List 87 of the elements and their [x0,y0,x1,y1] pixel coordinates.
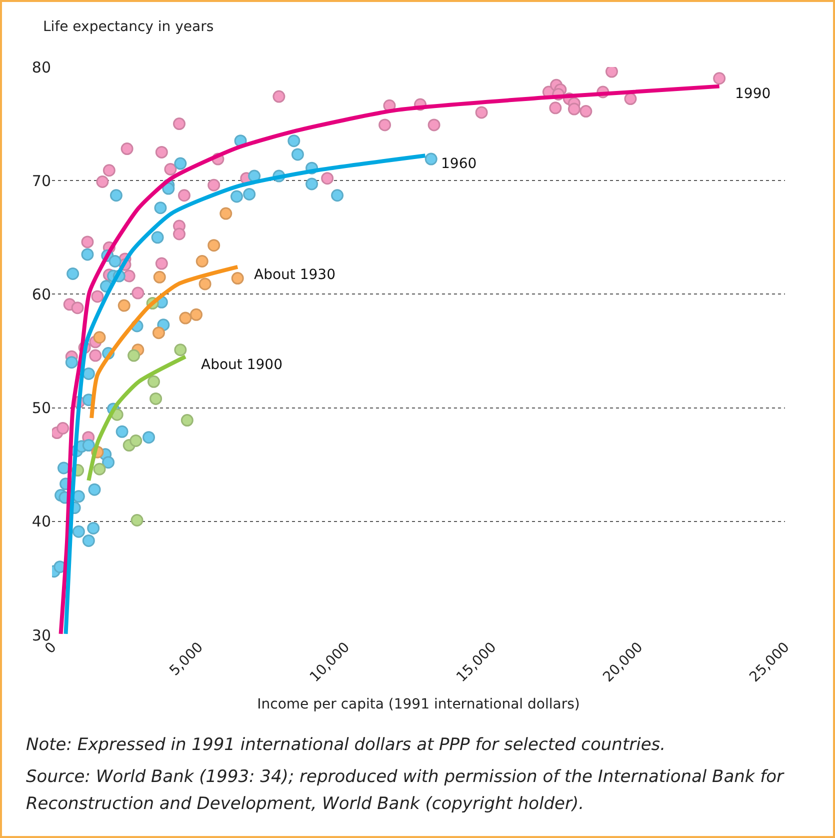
point [147,375,160,388]
point [173,228,186,240]
text: Note: Expressed in 1991 international dollars at PPP for selected countries. [26,734,667,757]
point [152,326,165,340]
point [82,367,95,380]
point [130,514,144,527]
point [331,189,344,202]
point [624,92,637,106]
point [190,308,202,321]
point [378,118,392,132]
point [96,175,109,188]
point [198,278,212,290]
point [306,178,318,190]
point [179,312,192,324]
point [475,106,488,119]
point [81,248,94,261]
point [110,189,122,202]
point [102,456,115,469]
point [605,67,618,78]
point [66,268,80,280]
point [120,142,134,156]
point [93,462,106,476]
point [93,331,106,344]
point [243,188,256,200]
point [82,534,95,547]
point [132,286,144,300]
point [162,182,175,195]
point [208,178,220,192]
point [57,462,70,474]
point [272,90,286,103]
point [154,202,167,214]
point [153,270,166,284]
y-tick-label: 50 [32,399,51,418]
point [428,118,440,132]
line-series [90,264,240,420]
point [155,257,168,270]
point [130,434,142,447]
point [89,349,102,362]
point [91,290,104,303]
point [174,344,187,356]
source-note: Source: World Bank (1993: 34); reproduced with permission of the International Bank for Reconstruction and Development, World Bank (copyright holder). [26,766,786,816]
point [150,392,162,405]
point [116,425,128,438]
point [71,302,84,314]
point [180,414,194,427]
point [65,356,78,369]
point [72,525,85,538]
point [208,239,220,252]
point [580,105,592,118]
point [321,172,334,185]
point [178,189,190,202]
point [142,431,156,444]
y-tick-label: 70 [32,172,51,190]
point [82,439,95,452]
point [288,134,300,148]
point [196,255,208,268]
line-series [58,84,722,635]
y-tick-label: 80 [32,58,51,76]
point [128,349,140,362]
point [713,72,726,85]
point [291,148,304,161]
y-tick-label: 40 [32,512,51,531]
point [102,164,116,177]
point [230,190,243,203]
point [56,422,70,434]
point [549,102,562,114]
point [173,118,186,130]
series-label: 1960 [441,156,477,172]
x-axis-title: Income per capita (1991 international dollars) [257,696,580,713]
point [174,157,187,170]
point [87,522,100,534]
point [88,483,101,496]
y-axis-title: Life expectancy in years [43,19,214,35]
series-label: About 1930 [254,267,336,283]
point [164,162,177,176]
point [151,231,164,244]
series-label: About 1900 [201,357,282,373]
point [108,255,122,268]
y-tick-label: 60 [32,285,51,304]
point [81,236,94,248]
point [118,299,130,312]
point [568,102,580,116]
point [220,207,232,220]
series-label: 1990 [735,86,771,102]
point [231,272,244,285]
point [424,152,438,166]
point [155,146,168,158]
